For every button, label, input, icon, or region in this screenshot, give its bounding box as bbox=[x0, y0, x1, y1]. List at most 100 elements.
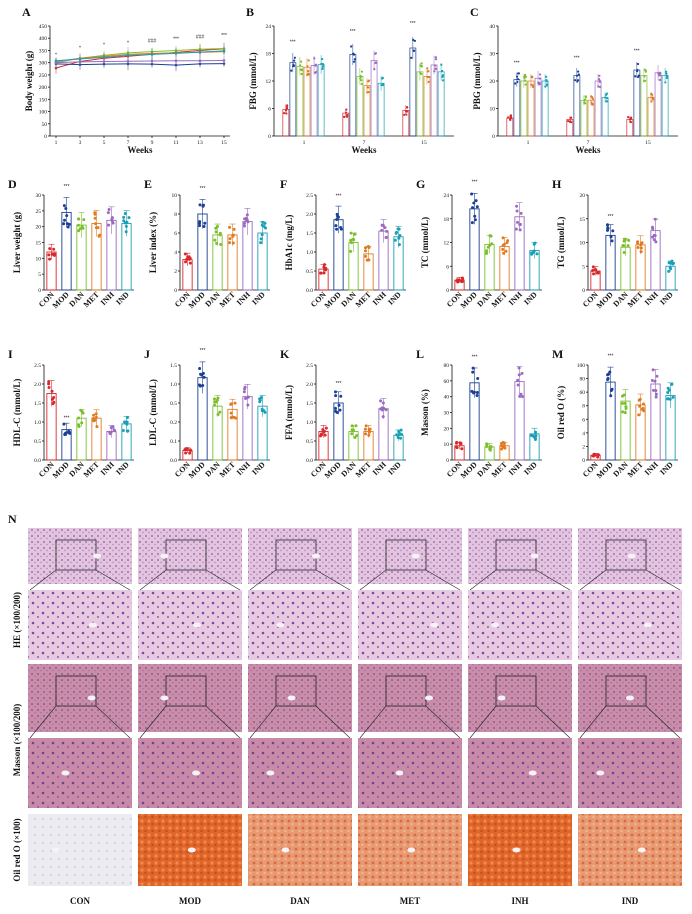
y-tick-label: 6 bbox=[446, 264, 449, 270]
x-category-label: IND bbox=[522, 460, 539, 477]
x-tick-label: 5 bbox=[103, 140, 106, 146]
significance-mark: *** bbox=[336, 381, 342, 387]
data-dot bbox=[125, 416, 129, 420]
data-dot bbox=[654, 395, 658, 399]
panel-label: J bbox=[144, 347, 150, 361]
data-dot bbox=[245, 213, 249, 217]
data-dot bbox=[367, 433, 371, 437]
data-dot bbox=[650, 100, 653, 103]
y-axis-title: FBG (mmol/L) bbox=[248, 52, 258, 109]
y-tick-label: 1.5 bbox=[306, 231, 313, 237]
data-dot bbox=[259, 396, 263, 400]
data-dot bbox=[655, 374, 659, 378]
data-dot bbox=[107, 223, 111, 227]
data-dot bbox=[260, 223, 264, 227]
data-dot bbox=[501, 247, 505, 251]
data-dot bbox=[486, 245, 490, 249]
x-category-label: MOD bbox=[459, 460, 479, 480]
data-dot bbox=[352, 238, 356, 242]
column-label: MET bbox=[400, 896, 421, 906]
y-tick-label: 0.2 bbox=[170, 420, 177, 426]
data-dot bbox=[47, 386, 51, 390]
data-dot bbox=[523, 73, 527, 76]
data-dot bbox=[644, 69, 647, 72]
data-dot bbox=[188, 449, 192, 453]
data-dot bbox=[82, 218, 86, 222]
significance-mark: *** bbox=[608, 214, 614, 220]
data-dot bbox=[596, 455, 600, 459]
data-dot bbox=[640, 407, 644, 411]
data-dot bbox=[569, 116, 573, 119]
x-category-label: MOD bbox=[51, 290, 71, 310]
data-dot bbox=[403, 113, 406, 116]
x-category-label: INH bbox=[507, 460, 525, 478]
significance-mark: *** bbox=[634, 49, 640, 55]
data-dot bbox=[123, 221, 127, 225]
x-tick-label: 1 bbox=[527, 140, 530, 146]
y-tick-label: 2.0 bbox=[306, 382, 313, 388]
data-dot bbox=[198, 203, 202, 207]
data-dot bbox=[350, 241, 354, 245]
y-axis-title: Oil red O (%) bbox=[556, 386, 566, 440]
data-dot bbox=[596, 453, 600, 457]
data-point bbox=[150, 59, 154, 63]
data-dot bbox=[652, 388, 656, 392]
data-dot bbox=[538, 81, 541, 84]
bar-dan bbox=[296, 65, 304, 137]
column-label: CON bbox=[70, 896, 91, 906]
vessel-lumen bbox=[88, 622, 97, 628]
data-dot bbox=[514, 82, 517, 85]
x-category-label: MOD bbox=[51, 460, 71, 480]
panel-label: K bbox=[280, 347, 290, 361]
y-tick-label: 12 bbox=[444, 241, 450, 247]
panel-label: D bbox=[8, 177, 17, 191]
data-dot bbox=[441, 75, 444, 79]
data-dot bbox=[360, 70, 364, 73]
data-dot bbox=[228, 241, 232, 245]
data-dot bbox=[524, 79, 527, 82]
data-dot bbox=[283, 111, 286, 115]
data-dot bbox=[201, 371, 205, 375]
x-category-label: MOD bbox=[595, 460, 615, 480]
zoom-box bbox=[605, 539, 647, 571]
data-dot bbox=[507, 116, 510, 119]
data-dot bbox=[568, 120, 572, 124]
x-category-label: IND bbox=[658, 290, 675, 307]
data-dot bbox=[650, 92, 653, 96]
data-dot bbox=[76, 217, 80, 221]
y-tick-label: 0 bbox=[492, 134, 495, 140]
data-dot bbox=[621, 401, 625, 405]
data-dot bbox=[516, 80, 519, 84]
data-dot bbox=[124, 224, 128, 228]
data-dot bbox=[531, 76, 534, 79]
row-label: HE (×100/200) bbox=[12, 592, 22, 648]
data-dot bbox=[502, 444, 506, 448]
data-dot bbox=[127, 216, 131, 220]
data-dot bbox=[420, 65, 424, 68]
x-tick-label: 11 bbox=[173, 140, 179, 146]
data-dot bbox=[488, 445, 492, 449]
x-category-label: MET bbox=[490, 460, 510, 480]
y-tick-label: 1.0 bbox=[306, 420, 313, 426]
y-tick-label: 0.0 bbox=[34, 458, 41, 464]
data-dot bbox=[243, 385, 247, 389]
data-dot bbox=[472, 201, 476, 205]
data-dot bbox=[307, 72, 310, 75]
data-dot bbox=[596, 270, 600, 274]
data-point bbox=[174, 52, 178, 55]
data-dot bbox=[285, 112, 288, 115]
data-dot bbox=[654, 240, 658, 244]
data-dot bbox=[322, 429, 326, 433]
data-dot bbox=[427, 80, 430, 83]
zoom-line bbox=[535, 705, 571, 739]
data-dot bbox=[48, 247, 52, 251]
data-dot bbox=[397, 243, 401, 247]
data-dot bbox=[94, 412, 98, 416]
y-tick-label: 4 bbox=[582, 431, 585, 437]
data-dot bbox=[109, 426, 113, 430]
data-dot bbox=[321, 62, 324, 66]
data-dot bbox=[639, 246, 643, 250]
data-point bbox=[198, 50, 202, 54]
x-category-label: MET bbox=[218, 460, 238, 480]
